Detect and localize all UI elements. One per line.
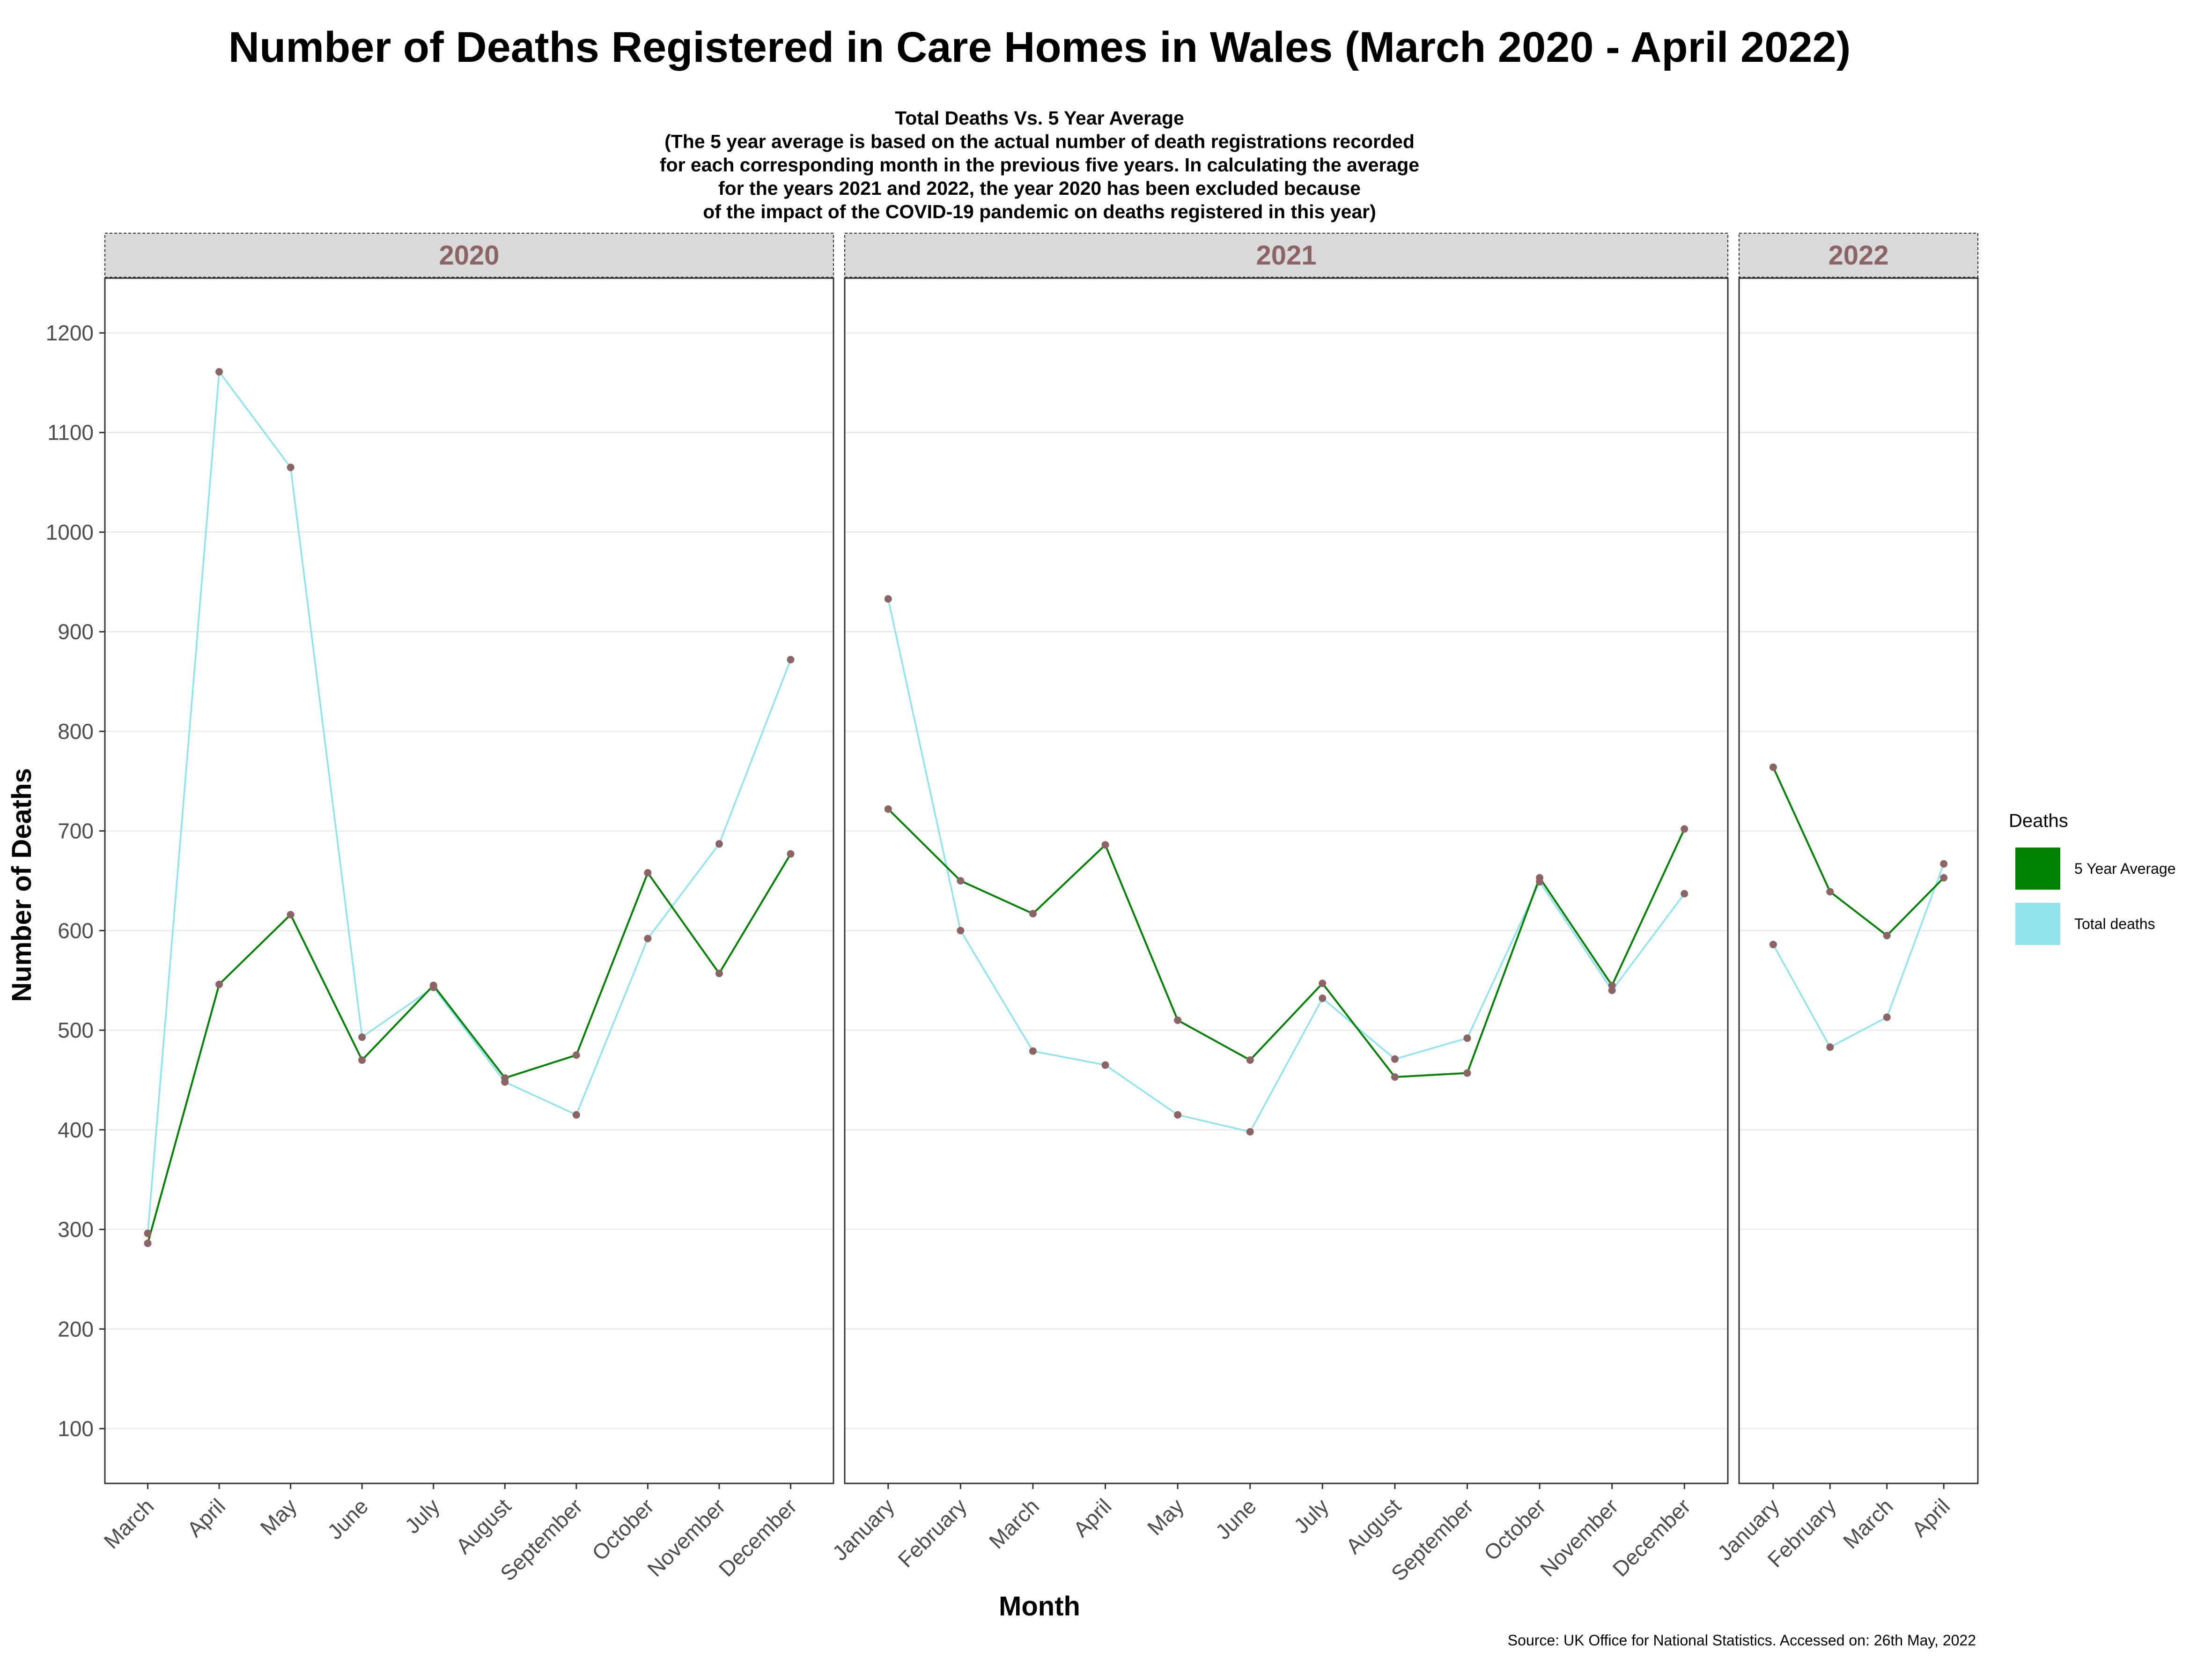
y-tick-label: 1000 — [46, 520, 94, 544]
point-5-year-average — [787, 850, 795, 858]
point-total-deaths — [1391, 1055, 1399, 1063]
y-axis-label: Number of Deaths — [7, 768, 37, 1002]
point-5-year-average — [1101, 841, 1109, 849]
point-5-year-average — [1174, 1016, 1182, 1024]
legend-label-5-year-average: 5 Year Average — [2074, 860, 2176, 877]
y-tick-label: 1200 — [46, 321, 94, 345]
point-total-deaths — [1463, 1034, 1471, 1042]
point-5-year-average — [957, 877, 965, 885]
point-total-deaths — [1608, 987, 1616, 994]
point-total-deaths — [429, 983, 437, 991]
subtitle-line: for the years 2021 and 2022, the year 20… — [718, 177, 1361, 199]
series-line-5-year-average-2022 — [1772, 767, 1945, 936]
series-line-total-deaths-2021 — [887, 598, 1685, 1133]
facet-strip — [104, 233, 834, 278]
subtitle-line: (The 5 year average is based on the actu… — [664, 131, 1415, 152]
point-total-deaths — [1536, 878, 1544, 886]
series-line-total-deaths-2022 — [1772, 863, 1945, 1048]
point-5-year-average — [1769, 763, 1777, 771]
panel-border — [1738, 277, 1979, 1484]
point-total-deaths — [1681, 890, 1688, 898]
point-5-year-average — [358, 1056, 366, 1064]
point-total-deaths — [1319, 995, 1327, 1003]
y-tick-label: 800 — [58, 719, 94, 744]
point-5-year-average — [215, 981, 223, 988]
subtitle-line: Total Deaths Vs. 5 Year Average — [895, 107, 1184, 129]
subtitle-line: for each corresponding month in the prev… — [660, 154, 1419, 176]
point-total-deaths — [1769, 941, 1777, 949]
point-total-deaths — [884, 595, 892, 603]
point-5-year-average — [1826, 888, 1834, 896]
point-5-year-average — [1681, 825, 1688, 833]
point-total-deaths — [501, 1078, 509, 1086]
point-5-year-average — [144, 1239, 152, 1247]
panel-background — [845, 278, 1728, 1483]
legend-swatch-5-year-average — [2015, 848, 2060, 890]
legend: Deaths 5 Year Average Total deaths — [2009, 811, 2176, 945]
y-tick-label: 400 — [58, 1118, 94, 1142]
point-5-year-average — [1391, 1073, 1399, 1081]
point-5-year-average — [884, 805, 892, 813]
chart-subtitle: Total Deaths Vs. 5 Year Average (The 5 y… — [660, 107, 1419, 222]
point-5-year-average — [1940, 874, 1948, 882]
y-tick-label: 300 — [58, 1217, 94, 1242]
point-total-deaths — [1826, 1043, 1834, 1051]
point-5-year-average — [715, 969, 723, 977]
point-total-deaths — [358, 1033, 366, 1041]
y-tick-label: 200 — [58, 1317, 94, 1341]
point-total-deaths — [144, 1230, 152, 1238]
point-5-year-average — [1319, 980, 1327, 988]
legend-title: Deaths — [2009, 811, 2068, 831]
point-total-deaths — [1883, 1013, 1891, 1021]
legend-label-total-deaths: Total deaths — [2074, 915, 2155, 932]
legend-swatch-total-deaths — [2015, 903, 2060, 945]
facet-strip — [844, 233, 1728, 278]
point-total-deaths — [1246, 1128, 1254, 1136]
y-tick-label: 500 — [58, 1018, 94, 1042]
y-tick-label: 100 — [58, 1416, 94, 1441]
y-tick-label: 700 — [58, 819, 94, 843]
facet-strip-label: 2020 — [439, 240, 499, 271]
facet-strip — [1739, 233, 1978, 278]
subtitle-line: of the impact of the COVID-19 pandemic o… — [703, 201, 1376, 222]
panel-background — [105, 278, 833, 1483]
y-tick-label: 600 — [58, 918, 94, 943]
point-5-year-average — [644, 869, 652, 877]
point-total-deaths — [644, 935, 652, 943]
point-total-deaths — [215, 368, 223, 376]
point-total-deaths — [287, 464, 295, 472]
point-total-deaths — [1940, 860, 1948, 868]
point-5-year-average — [1246, 1056, 1254, 1064]
y-tick-label: 1100 — [47, 420, 94, 445]
panel-border — [844, 277, 1729, 1484]
point-total-deaths — [787, 656, 795, 664]
point-total-deaths — [715, 840, 723, 848]
point-5-year-average — [1463, 1069, 1471, 1077]
y-axis: 100 200 300 400 500 600 700 800 900 1000 1100 1200 — [46, 321, 105, 1441]
point-5-year-average — [572, 1051, 580, 1059]
point-5-year-average — [287, 911, 295, 919]
point-total-deaths — [1174, 1111, 1182, 1119]
x-axis-label: Month — [999, 1591, 1080, 1622]
facet-strip-label: 2022 — [1828, 240, 1888, 271]
chart-title: Number of Deaths Registered in Care Home… — [229, 23, 1851, 71]
series-line-total-deaths-2020 — [147, 371, 792, 1234]
panel-border — [104, 277, 834, 1484]
facet-strip-label: 2021 — [1256, 240, 1316, 271]
y-tick-label: 900 — [58, 619, 94, 644]
point-5-year-average — [1029, 910, 1037, 918]
point-total-deaths — [572, 1111, 580, 1119]
point-total-deaths — [1101, 1061, 1109, 1069]
source-caption: Source: UK Office for National Statistic… — [1508, 1632, 1976, 1649]
point-total-deaths — [1029, 1047, 1037, 1055]
series-line-5-year-average-2021 — [887, 808, 1686, 1078]
point-total-deaths — [957, 927, 965, 935]
series-line-5-year-average-2020 — [147, 853, 792, 1244]
point-5-year-average — [1883, 932, 1891, 939]
